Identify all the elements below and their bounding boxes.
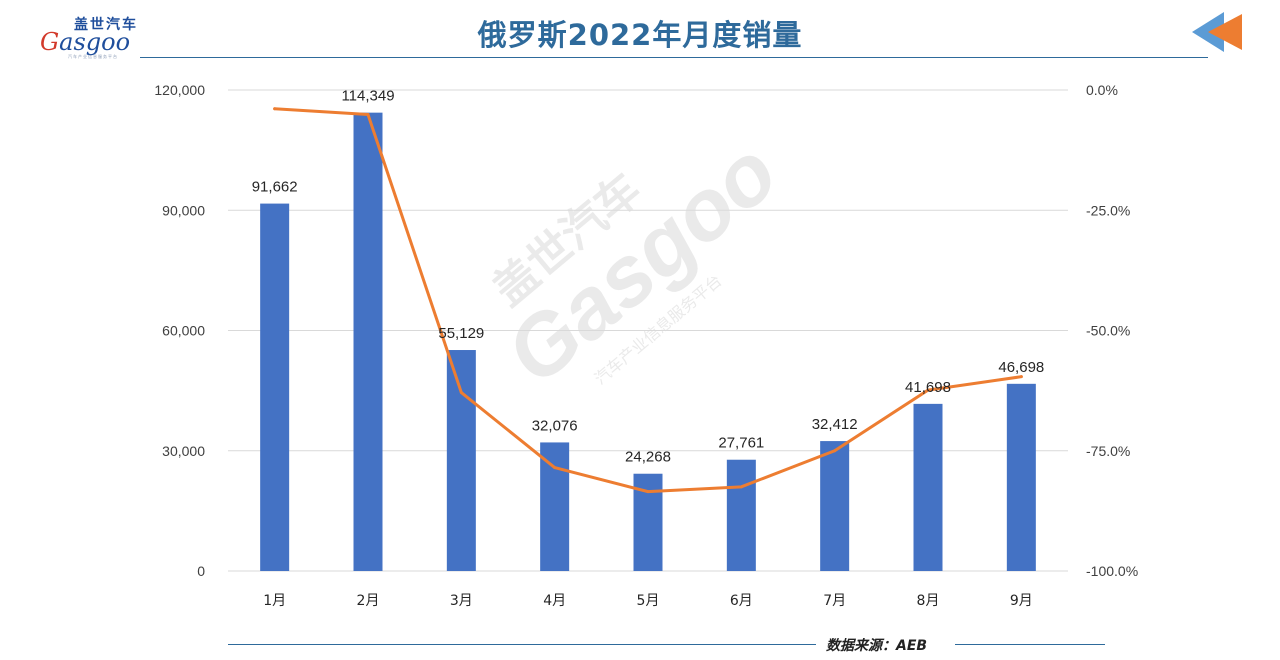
left-axis-tick-label: 90,000	[162, 202, 205, 218]
bar-value-label: 32,076	[532, 417, 578, 434]
gasgoo-logo[interactable]: 盖世汽车 Gasgoo 汽车产业信息服务平台	[40, 14, 140, 59]
yoy-point	[459, 391, 463, 395]
title-divider	[140, 57, 1208, 58]
page-title: 俄罗斯2022年月度销量	[477, 18, 803, 52]
bar	[353, 112, 383, 571]
x-axis-tick-label: 4月	[543, 593, 566, 609]
right-axis-tick-label: 0.0%	[1086, 82, 1118, 98]
x-axis-tick-label: 3月	[450, 593, 473, 609]
yoy-line	[273, 107, 1023, 494]
bar-value-label: 55,129	[438, 325, 484, 342]
yoy-point	[739, 485, 743, 489]
logo-subtitle: 汽车产业信息服务平台	[68, 54, 118, 59]
x-axis-tick-label: 9月	[1010, 593, 1033, 609]
bar	[820, 441, 850, 571]
bar	[726, 459, 756, 571]
bar-value-label: 32,412	[812, 416, 858, 433]
bar-value-label: 46,698	[998, 359, 1044, 376]
right-axis-tick-label: -75.0%	[1086, 443, 1130, 459]
yoy-point	[553, 466, 557, 470]
footer-divider-right	[955, 644, 1105, 645]
right-axis-tick-label: -100.0%	[1086, 563, 1138, 579]
yoy-point	[1019, 375, 1023, 379]
bar	[540, 442, 570, 571]
back-arrow-icon[interactable]	[1190, 8, 1248, 56]
right-axis-tick-label: -25.0%	[1086, 202, 1130, 218]
logo-chinese-text: 盖世汽车	[74, 17, 138, 33]
yoy-point	[273, 107, 277, 111]
bar-value-label: 114,349	[341, 88, 394, 105]
x-axis-tick-label: 6月	[730, 593, 753, 609]
bar	[260, 203, 290, 572]
bar	[446, 350, 476, 571]
yoy-point	[926, 388, 930, 392]
yoy-point	[833, 449, 837, 453]
bar-value-label: 24,268	[625, 449, 671, 466]
yoy-point	[646, 490, 650, 494]
left-axis-tick-label: 120,000	[154, 82, 205, 98]
x-axis-tick-label: 1月	[263, 593, 286, 609]
bar-value-label: 91,662	[252, 179, 298, 196]
data-source: 数据来源：AEB	[826, 638, 928, 654]
bar-value-label: 41,698	[905, 379, 951, 396]
x-axis-tick-label: 5月	[637, 593, 660, 609]
x-axis-tick-label: 8月	[917, 593, 940, 609]
bar	[913, 403, 943, 571]
left-axis-tick-label: 60,000	[162, 323, 205, 339]
footer-divider-left	[228, 644, 816, 645]
bar	[1006, 383, 1036, 571]
left-axis-tick-label: 0	[197, 563, 205, 579]
yoy-point	[366, 113, 370, 117]
left-axis-tick-label: 30,000	[162, 443, 205, 459]
right-axis-tick-label: -50.0%	[1086, 323, 1130, 339]
logo-english-text: Gasgoo	[40, 28, 131, 56]
bar-value-label: 27,761	[718, 435, 764, 452]
x-axis-tick-label: 2月	[357, 593, 380, 609]
x-axis-tick-label: 7月	[823, 593, 846, 609]
